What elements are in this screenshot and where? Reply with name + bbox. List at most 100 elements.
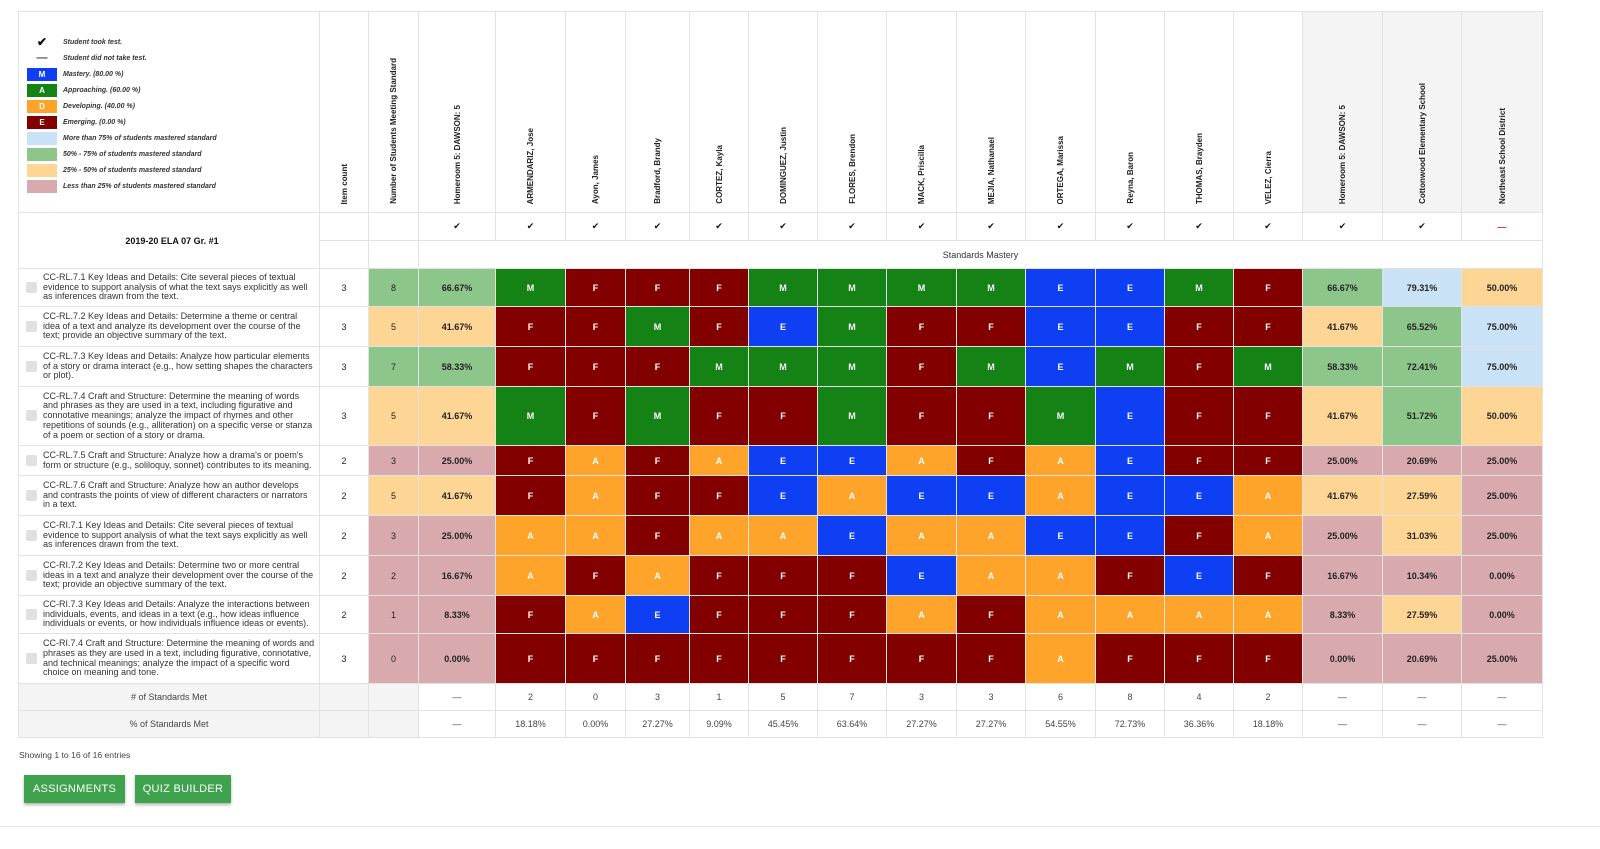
footer-student-value: 3 [625, 683, 690, 711]
standard-description: CC-RI.7.3 Key Ideas and Details: Analyze… [18, 595, 320, 634]
row-checkbox[interactable] [26, 360, 37, 372]
row-checkbox[interactable] [26, 608, 37, 620]
row-checkbox[interactable] [26, 489, 37, 501]
legend-list: ✔ Student took test. — Student did not take… [19, 12, 319, 194]
grade-cell: M [817, 268, 887, 307]
grade-cell: F [1095, 555, 1165, 596]
students-meeting: 5 [368, 386, 419, 446]
student-column-header-label: THOMAS, Brayden [1194, 132, 1204, 204]
grade-cell: M [495, 268, 566, 307]
homeroom-percent: 16.67% [418, 555, 496, 596]
grade-cell: F [748, 595, 818, 634]
quiz-builder-button[interactable]: QUIZ BUILDER [135, 775, 231, 803]
grade-cell: A [748, 515, 818, 556]
grade-cell: E [1164, 475, 1234, 516]
rollup-column-header: Northeast School District [1461, 11, 1543, 213]
student-column-header-label: MACK, Priscilla [917, 144, 926, 204]
legend-item: 25% - 50% of students mastered standard [27, 162, 319, 178]
not-tested-mark: — [1461, 212, 1543, 241]
grade-cell: A [1025, 445, 1096, 476]
spacer-cell [319, 710, 369, 738]
grade-cell: A [1025, 475, 1096, 516]
rollup-percent: 41.67% [1302, 475, 1383, 516]
row-checkbox[interactable] [26, 569, 37, 581]
standard-text: CC-RL.7.1 Key Ideas and Details: Cite se… [43, 271, 308, 302]
row-checkbox[interactable] [26, 410, 37, 421]
grade-cell: F [1233, 555, 1303, 596]
standards-mastery-table: ✔ Student took test. — Student did not take… [18, 11, 1543, 738]
rollup-percent: 20.69% [1382, 445, 1462, 476]
table-row: CC-RL.7.3 Key Ideas and Details: Analyze… [18, 346, 1543, 387]
grade-cell: F [495, 475, 566, 516]
grade-cell: M [1233, 346, 1303, 387]
footer-rollup-value: — [1461, 710, 1543, 738]
row-checkbox[interactable] [26, 281, 37, 293]
grade-cell: F [817, 595, 887, 634]
grade-cell: E [1095, 445, 1165, 476]
row-checkbox[interactable] [26, 529, 37, 541]
grade-cell: M [1164, 268, 1234, 307]
standard-description: CC-RI.7.1 Key Ideas and Details: Cite se… [18, 515, 320, 556]
rollup-percent: 0.00% [1461, 595, 1543, 634]
students-meeting: 5 [368, 306, 419, 347]
rollup-percent: 65.52% [1382, 306, 1462, 347]
footer-student-value: 4 [1164, 683, 1234, 711]
row-checkbox[interactable] [26, 454, 37, 466]
standard-description: CC-RL.7.4 Craft and Structure: Determine… [18, 386, 320, 446]
row-checkbox[interactable] [26, 320, 37, 332]
took-test-row: 2019-20 ELA 07 Gr. #1 ✔ ✔ ✔ ✔ ✔ ✔ ✔ ✔ ✔ ✔ ✔ ✔ ✔ ✔ ✔ — [18, 212, 1543, 269]
took-test-mark: ✔ [886, 212, 957, 241]
footer-student-value: 2 [1233, 683, 1303, 711]
grade-cell: M [495, 386, 566, 446]
table-row: CC-RL.7.2 Key Ideas and Details: Determi… [18, 306, 1543, 347]
item-count: 2 [319, 515, 369, 556]
student-column-header: FLORES, Brendon [817, 11, 887, 213]
rollup-percent: 16.67% [1302, 555, 1383, 596]
assignments-button[interactable]: ASSIGNMENTS [24, 775, 125, 803]
grade-cell: F [1233, 633, 1303, 684]
table-row: CC-RL.7.1 Key Ideas and Details: Cite se… [18, 268, 1543, 307]
legend-label: Mastery. (80.00 %) [63, 70, 124, 78]
took-test-mark: ✔ [625, 212, 690, 241]
standard-description: CC-RL.7.5 Craft and Structure: Analyze h… [18, 445, 320, 476]
grade-cell: A [886, 595, 957, 634]
homeroom-percent: 41.67% [418, 475, 496, 516]
rollup-percent: 41.67% [1302, 386, 1383, 446]
grade-cell: E [886, 555, 957, 596]
grade-cell: M [886, 268, 957, 307]
grade-cell: F [625, 515, 690, 556]
footer-student-value: 7 [817, 683, 887, 711]
entries-info: Showing 1 to 16 of 16 entries [19, 750, 131, 760]
rollup-column-header-label: Cottonwood Elementary School [1417, 83, 1427, 204]
grade-cell: A [565, 445, 626, 476]
footer-student-value: 1 [689, 683, 749, 711]
standards-mastery-label: Standards Mastery [418, 240, 1543, 269]
footer-student-value: 5 [748, 683, 818, 711]
table-row: CC-RL.7.5 Craft and Structure: Analyze h… [18, 445, 1543, 476]
student-column-header: MEJIA, Nathanael [956, 11, 1026, 213]
grade-cell: A [817, 475, 887, 516]
grade-cell: M [748, 346, 818, 387]
grade-cell: F [817, 633, 887, 684]
grade-cell: A [689, 515, 749, 556]
spacer-cell [368, 683, 419, 711]
legend-label: Student did not take test. [63, 54, 147, 62]
standard-text: CC-RL.7.2 Key Ideas and Details: Determi… [43, 310, 301, 341]
legend-swatch: A [27, 83, 57, 97]
spacer-cell [319, 683, 369, 711]
student-column-header-label: FLORES, Brendon [847, 134, 857, 204]
grade-cell: E [1095, 475, 1165, 516]
footer-rollup-value: — [1302, 710, 1383, 738]
row-checkbox[interactable] [26, 652, 37, 664]
rollup-percent: 0.00% [1302, 633, 1383, 684]
grade-cell: M [1025, 386, 1096, 446]
grade-cell: A [1025, 633, 1096, 684]
students-meeting: 2 [368, 555, 419, 596]
grade-cell: M [625, 306, 690, 347]
grade-cell: E [1095, 306, 1165, 347]
standard-text: CC-RI.7.4 Craft and Structure: Determine… [43, 637, 315, 678]
footer-homeroom: — [418, 710, 496, 738]
standard-description: CC-RL.7.3 Key Ideas and Details: Analyze… [18, 346, 320, 387]
legend-label: Emerging. (0.00 %) [63, 118, 126, 126]
grade-cell: E [817, 515, 887, 556]
